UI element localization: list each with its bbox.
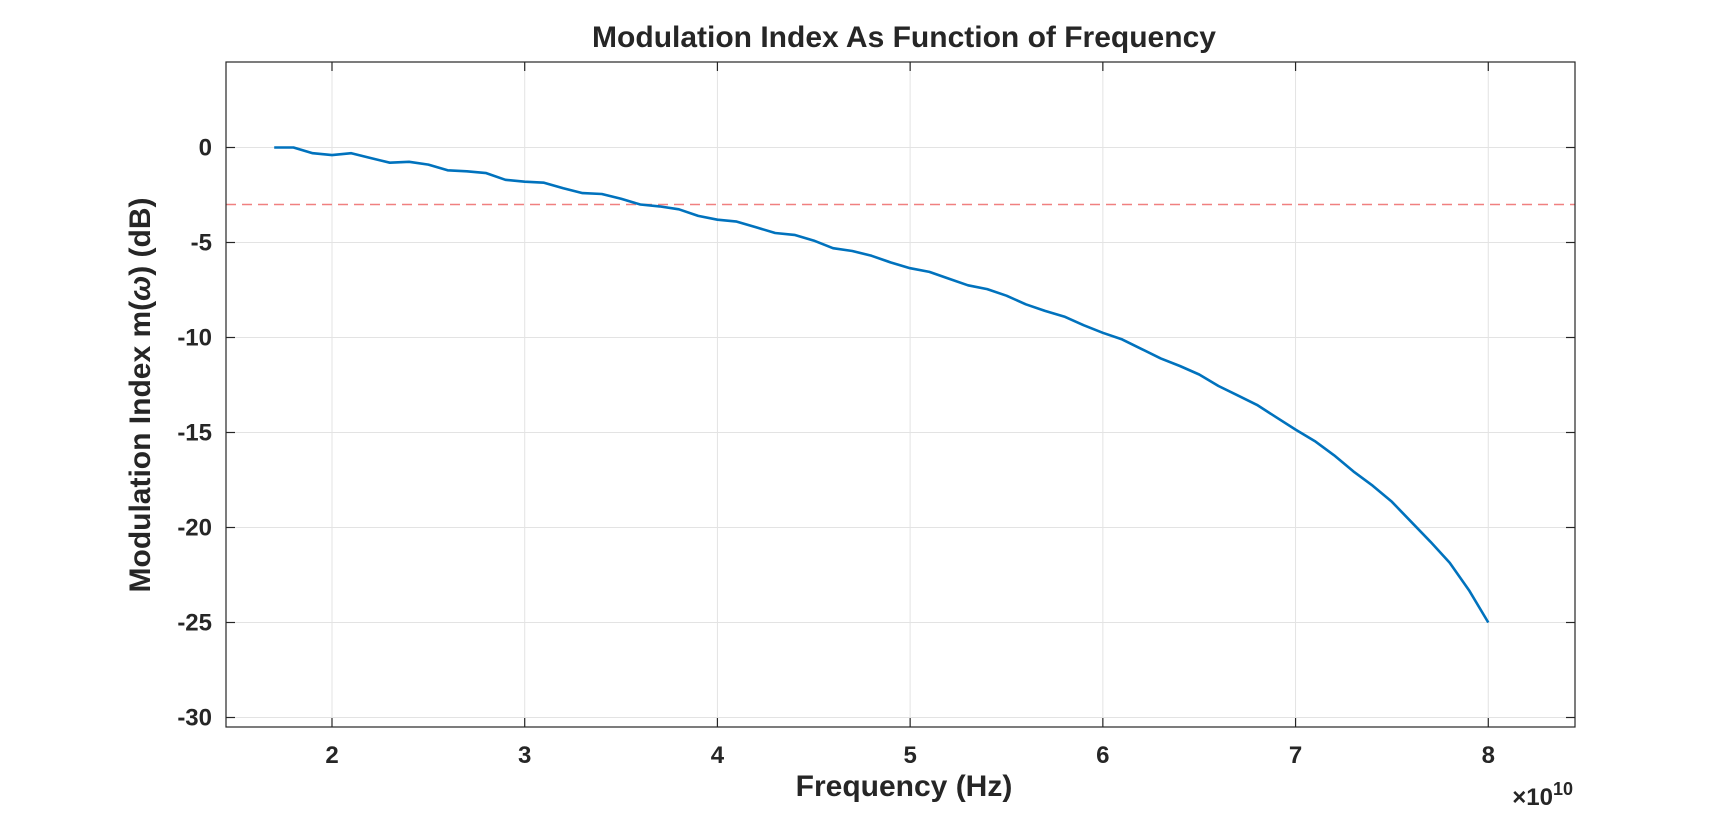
axes <box>225 61 1576 728</box>
axes-box <box>225 61 1576 728</box>
x-tick-label: 7 <box>1289 742 1302 769</box>
y-tick-label: -30 <box>177 705 212 732</box>
y-axis-label-suffix: ) (dB) <box>124 198 157 276</box>
x-axis-exponent-base: ×10 <box>1512 784 1553 808</box>
x-tick-label: 5 <box>903 742 916 769</box>
x-axis-label: Frequency (Hz) <box>796 770 1013 803</box>
x-axis-exponent: ×1010 <box>1512 779 1573 808</box>
y-tick-label: -10 <box>177 325 212 352</box>
y-tick-label: -15 <box>177 420 212 447</box>
x-tick-label: 6 <box>1096 742 1109 769</box>
series-line <box>274 146 1490 624</box>
y-tick-label: -20 <box>177 515 212 542</box>
grid <box>226 62 1575 727</box>
y-tick-label: 0 <box>199 135 212 162</box>
x-tick-label: 4 <box>711 742 725 769</box>
y-tick-label: -5 <box>191 230 212 257</box>
x-axis-exponent-power: 10 <box>1553 779 1573 799</box>
y-axis-label: Modulation Index m(ω) (dB) <box>124 198 157 593</box>
y-axis-label-prefix: Modulation Index m( <box>124 301 157 593</box>
x-tick-label: 3 <box>518 742 531 769</box>
x-tick-label: 8 <box>1482 742 1495 769</box>
y-tick-label: -25 <box>177 610 212 637</box>
y-axis-label-omega: ω <box>124 276 157 301</box>
series-group <box>274 146 1490 624</box>
tick-labels: 2 3 4 5 6 7 8 0 -5 -10 -15 -20 -25 -30 <box>177 135 1495 770</box>
x-tick-label: 2 <box>325 742 338 769</box>
chart-title: Modulation Index As Function of Frequenc… <box>592 21 1216 54</box>
